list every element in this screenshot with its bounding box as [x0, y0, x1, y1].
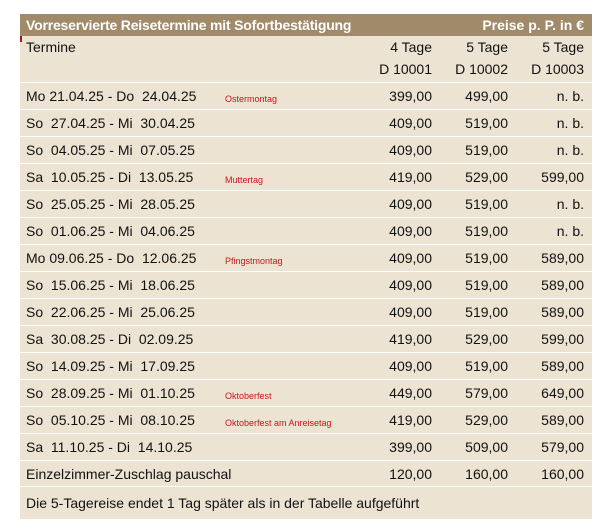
price-table-panel: Vorreservierte Reisetermine mit Sofortbe… [20, 14, 592, 519]
date-range: So 22.06.25 - Mi 25.06.25 [26, 304, 195, 320]
header-col2-code: D 10002 [455, 61, 508, 77]
table-row: Sa 30.08.25 - Di 02.09.25 419,00 529,00 599… [20, 325, 592, 352]
price-4-tage-d10001: 409,00 [389, 358, 432, 374]
price-5-tage-d10002: 519,00 [465, 223, 508, 239]
table-row: So 14.09.25 - Mi 17.09.25 409,00 519,00 589… [20, 352, 592, 379]
table-row: Sa 11.10.25 - Di 14.10.25 399,00 509,00 579… [20, 433, 592, 460]
date-range: So 28.09.25 - Mi 01.10.25 [26, 385, 195, 401]
price-4-tage-d10001: 409,00 [389, 196, 432, 212]
price-5-tage-d10003: 589,00 [541, 412, 584, 428]
price-4-tage-d10001: 449,00 [389, 385, 432, 401]
header-col3-days: 5 Tage [542, 39, 584, 55]
table-row: So 01.06.25 - Mi 04.06.25 409,00 519,00 n. … [20, 217, 592, 244]
price-4-tage-d10001: 409,00 [389, 250, 432, 266]
price-5-tage-d10003: 599,00 [541, 169, 584, 185]
date-range: Sa 30.08.25 - Di 02.09.25 [26, 331, 194, 347]
holiday-note: Oktoberfest [225, 391, 272, 401]
table-row: So 22.06.25 - Mi 25.06.25 409,00 519,00 589… [20, 298, 592, 325]
table-row: Sa 10.05.25 - Di 13.05.25 Muttertag 419,00… [20, 163, 592, 190]
price-5-tage-d10002: 579,00 [465, 385, 508, 401]
holiday-note: Pfingstmontag [225, 256, 283, 266]
price-5-tage-d10003: 649,00 [541, 385, 584, 401]
date-range: So 04.05.25 - Mi 07.05.25 [26, 142, 195, 158]
table-row: So 28.09.25 - Mi 01.10.25 Oktoberfest 449,… [20, 379, 592, 406]
price-5-tage-d10002: 509,00 [465, 439, 508, 455]
price-5-tage-d10002: 519,00 [465, 142, 508, 158]
date-range: Sa 11.10.25 - Di 14.10.25 [26, 439, 193, 455]
price-4-tage-d10001: 409,00 [389, 115, 432, 131]
price-5-tage-d10003: n. b. [556, 115, 584, 131]
price-note: Preise p. P. in € [482, 17, 584, 33]
holiday-note: Muttertag [225, 175, 264, 185]
date-range: Einzelzimmer-Zuschlag pauschal [26, 466, 232, 482]
title-bar: Vorreservierte Reisetermine mit Sofortbe… [20, 14, 592, 42]
price-4-tage-d10001: 409,00 [389, 277, 432, 293]
price-5-tage-d10002: 160,00 [465, 466, 508, 482]
table-row: So 04.05.25 - Mi 07.05.25 409,00 519,00 n. … [20, 136, 592, 163]
price-5-tage-d10003: 589,00 [541, 358, 584, 374]
price-4-tage-d10001: 120,00 [389, 466, 432, 482]
price-4-tage-d10001: 419,00 [389, 412, 432, 428]
holiday-note: Ostermontag [225, 94, 278, 104]
price-5-tage-d10003: n. b. [556, 88, 584, 104]
footnote-row: Die 5-Tagereise endet 1 Tag später als i… [20, 486, 592, 519]
price-5-tage-d10003: 589,00 [541, 277, 584, 293]
header-col3-code: D 10003 [531, 61, 584, 77]
table-row: So 15.06.25 - Mi 18.06.25 409,00 519,00 589… [20, 271, 592, 298]
price-5-tage-d10003: 579,00 [541, 439, 584, 455]
price-5-tage-d10002: 519,00 [465, 250, 508, 266]
price-5-tage-d10003: n. b. [556, 142, 584, 158]
accent-marker [20, 36, 22, 42]
header-col2-days: 5 Tage [466, 39, 508, 55]
price-5-tage-d10003: 589,00 [541, 304, 584, 320]
price-5-tage-d10002: 529,00 [465, 331, 508, 347]
date-range: Mo 09.06.25 - Do 12.06.25 [26, 250, 197, 266]
table-row: So 25.05.25 - Mi 28.05.25 409,00 519,00 n. … [20, 190, 592, 217]
date-range: So 15.06.25 - Mi 18.06.25 [26, 277, 195, 293]
date-range: So 14.09.25 - Mi 17.09.25 [26, 358, 195, 374]
date-range: Sa 10.05.25 - Di 13.05.25 [26, 169, 194, 185]
date-range: So 05.10.25 - Mi 08.10.25 [26, 412, 195, 428]
table-row: So 27.04.25 - Mi 30.04.25 409,00 519,00 n. … [20, 109, 592, 136]
price-5-tage-d10002: 519,00 [465, 115, 508, 131]
date-range: So 27.04.25 - Mi 30.04.25 [26, 115, 195, 131]
table-row: So 05.10.25 - Mi 08.10.25 Oktoberfest am … [20, 406, 592, 433]
price-5-tage-d10002: 529,00 [465, 412, 508, 428]
price-4-tage-d10001: 409,00 [389, 223, 432, 239]
header-col1-code: D 10001 [379, 61, 432, 77]
price-5-tage-d10002: 519,00 [465, 196, 508, 212]
price-4-tage-d10001: 399,00 [389, 88, 432, 104]
table-title: Vorreservierte Reisetermine mit Sofortbe… [26, 17, 352, 33]
price-5-tage-d10002: 519,00 [465, 304, 508, 320]
price-5-tage-d10003: 589,00 [541, 250, 584, 266]
table-row: Mo 21.04.25 - Do 24.04.25 Ostermontag 399,… [20, 82, 592, 109]
price-5-tage-d10002: 519,00 [465, 277, 508, 293]
price-4-tage-d10001: 409,00 [389, 142, 432, 158]
header-col1-days: 4 Tage [390, 39, 432, 55]
holiday-note: Oktoberfest am Anreisetag [225, 418, 332, 428]
price-5-tage-d10003: n. b. [556, 223, 584, 239]
table-row: Mo 09.06.25 - Do 12.06.25 Pfingstmontag 40… [20, 244, 592, 271]
footnote: Die 5-Tagereise endet 1 Tag später als i… [26, 495, 420, 511]
date-range: So 01.06.25 - Mi 04.06.25 [26, 223, 195, 239]
price-4-tage-d10001: 399,00 [389, 439, 432, 455]
price-5-tage-d10002: 499,00 [465, 88, 508, 104]
price-5-tage-d10003: 599,00 [541, 331, 584, 347]
price-5-tage-d10002: 519,00 [465, 358, 508, 374]
price-4-tage-d10001: 409,00 [389, 304, 432, 320]
price-5-tage-d10002: 529,00 [465, 169, 508, 185]
table-body: Mo 21.04.25 - Do 24.04.25 Ostermontag 399,… [20, 82, 592, 487]
table-row: Einzelzimmer-Zuschlag pauschal 120,00 160,… [20, 460, 592, 487]
price-4-tage-d10001: 419,00 [389, 331, 432, 347]
price-5-tage-d10003: n. b. [556, 196, 584, 212]
table-header: Termine 4 Tage D 10001 5 Tage D 10002 5 … [20, 36, 592, 82]
price-5-tage-d10003: 160,00 [541, 466, 584, 482]
header-termine: Termine [26, 39, 76, 55]
price-4-tage-d10001: 419,00 [389, 169, 432, 185]
date-range: So 25.05.25 - Mi 28.05.25 [26, 196, 195, 212]
date-range: Mo 21.04.25 - Do 24.04.25 [26, 88, 197, 104]
